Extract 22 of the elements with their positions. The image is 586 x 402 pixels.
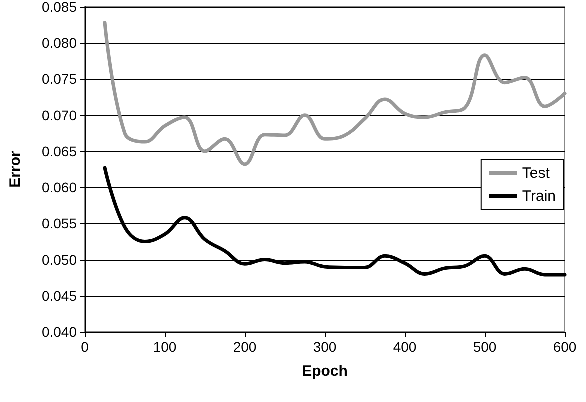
y-tick-label: 0.050	[42, 252, 78, 268]
y-tick-label: 0.070	[42, 107, 78, 124]
x-tick-label: 300	[313, 339, 337, 355]
y-tick-label: 0.060	[42, 180, 78, 196]
x-tick-label: 200	[233, 339, 257, 355]
x-tick-label: 400	[393, 339, 417, 355]
x-axis-title: Epoch	[302, 363, 348, 380]
y-tick-label: 0.055	[42, 216, 78, 232]
x-tick-label: 500	[473, 339, 497, 355]
y-tick-label: 0.065	[42, 143, 78, 160]
legend-label: Train	[522, 188, 556, 205]
y-tick-label: 0.045	[42, 288, 78, 304]
y-tick-label: 0.040	[42, 324, 78, 340]
x-tick-label: 0	[81, 339, 90, 355]
y-tick-label: 0.085	[42, 0, 78, 15]
legend-label: Test	[522, 165, 551, 182]
x-tick-label: 600	[553, 339, 577, 355]
y-tick-label: 0.080	[42, 35, 78, 52]
line-series	[103, 21, 567, 166]
x-tick-label: 100	[153, 339, 177, 355]
y-tick-label: 0.075	[42, 71, 78, 88]
y-axis-title: Error	[7, 151, 24, 188]
